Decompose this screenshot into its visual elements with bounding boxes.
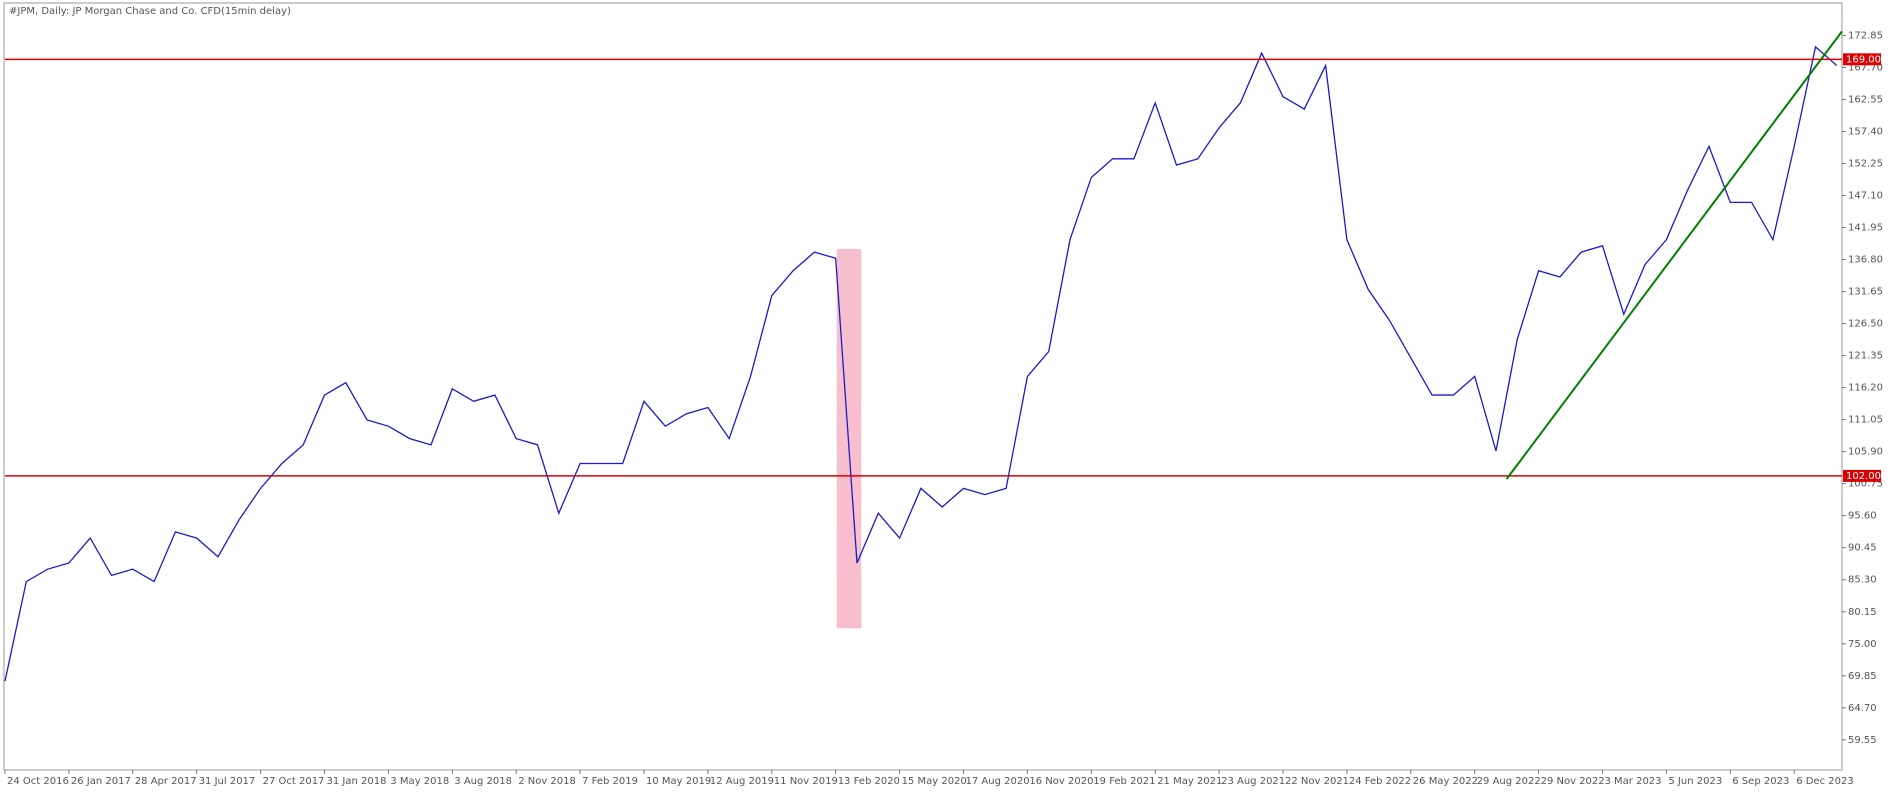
level-label-box xyxy=(1843,469,1881,482)
x-tick-label: 31 Jan 2018 xyxy=(327,776,387,787)
x-tick-label: 5 Jun 2023 xyxy=(1668,776,1722,787)
y-tick-label: 172.85 xyxy=(1848,30,1883,41)
x-tick-label: 3 May 2018 xyxy=(390,776,449,787)
x-tick-label: 3 Aug 2018 xyxy=(454,776,512,787)
x-tick-label: 12 Aug 2019 xyxy=(710,776,774,787)
x-tick-label: 26 Jan 2017 xyxy=(71,776,131,787)
x-tick-label: 13 Feb 2020 xyxy=(838,776,900,787)
level-label-box xyxy=(1843,53,1881,66)
y-tick-label: 95.60 xyxy=(1848,511,1877,522)
x-tick-label: 29 Nov 2022 xyxy=(1541,776,1605,787)
trendline xyxy=(1505,30,1843,480)
chart-title: #JPM, Daily: JP Morgan Chase and Co. CFD… xyxy=(9,6,291,17)
highlight-zone xyxy=(836,248,862,629)
x-tick-label: 27 Oct 2017 xyxy=(263,776,325,787)
x-tick-label: 24 Oct 2016 xyxy=(7,776,69,787)
x-tick-label: 10 May 2019 xyxy=(646,776,711,787)
y-tick-label: 126.50 xyxy=(1848,319,1883,330)
x-tick-label: 23 Aug 2021 xyxy=(1221,776,1285,787)
y-tick-label: 131.65 xyxy=(1848,287,1883,298)
y-tick-label: 147.10 xyxy=(1848,191,1883,202)
x-tick-label: 26 May 2022 xyxy=(1413,776,1478,787)
y-tick-label: 69.85 xyxy=(1848,671,1877,682)
y-tick-label: 152.25 xyxy=(1848,158,1883,169)
x-tick-label: 15 May 2020 xyxy=(902,776,967,787)
plot-frame xyxy=(3,2,1843,771)
y-tick-label: 80.15 xyxy=(1848,607,1877,618)
y-tick-label: 85.30 xyxy=(1848,575,1877,586)
y-tick-label: 136.80 xyxy=(1848,255,1883,266)
x-tick-label: 29 Aug 2022 xyxy=(1477,776,1541,787)
x-tick-label: 16 Nov 2020 xyxy=(1029,776,1093,787)
x-tick-label: 6 Sep 2023 xyxy=(1732,776,1789,787)
y-tick-label: 157.40 xyxy=(1848,126,1883,137)
x-tick-label: 11 Nov 2019 xyxy=(774,776,838,787)
x-tick-label: 22 Nov 2021 xyxy=(1285,776,1349,787)
y-tick-label: 162.55 xyxy=(1848,94,1883,105)
x-tick-label: 17 Aug 2020 xyxy=(966,776,1030,787)
level-label: 102.00 xyxy=(1846,471,1881,482)
x-tick-label: 24 Feb 2022 xyxy=(1349,776,1411,787)
x-tick-label: 6 Dec 2023 xyxy=(1796,776,1854,787)
x-tick-label: 3 Mar 2023 xyxy=(1605,776,1662,787)
x-tick-label: 19 Feb 2021 xyxy=(1093,776,1155,787)
y-tick-label: 105.90 xyxy=(1848,447,1883,458)
y-tick-label: 121.35 xyxy=(1848,351,1883,362)
x-tick-label: 2 Nov 2018 xyxy=(518,776,576,787)
y-tick-label: 100.75 xyxy=(1848,479,1883,490)
y-tick-label: 167.70 xyxy=(1848,62,1883,73)
y-tick-label: 75.00 xyxy=(1848,639,1877,650)
y-tick-label: 64.70 xyxy=(1848,703,1877,714)
y-tick-label: 111.05 xyxy=(1848,415,1883,426)
level-label: 169.00 xyxy=(1846,54,1881,65)
x-tick-label: 31 Jul 2017 xyxy=(199,776,256,787)
y-tick-label: 141.95 xyxy=(1848,223,1883,234)
x-tick-label: 7 Feb 2019 xyxy=(582,776,638,787)
price-line xyxy=(4,45,1838,682)
y-tick-label: 90.45 xyxy=(1848,543,1877,554)
y-tick-label: 59.55 xyxy=(1848,735,1877,746)
x-tick-label: 21 May 2021 xyxy=(1157,776,1222,787)
x-tick-label: 28 Apr 2017 xyxy=(135,776,197,787)
y-tick-label: 116.20 xyxy=(1848,383,1883,394)
